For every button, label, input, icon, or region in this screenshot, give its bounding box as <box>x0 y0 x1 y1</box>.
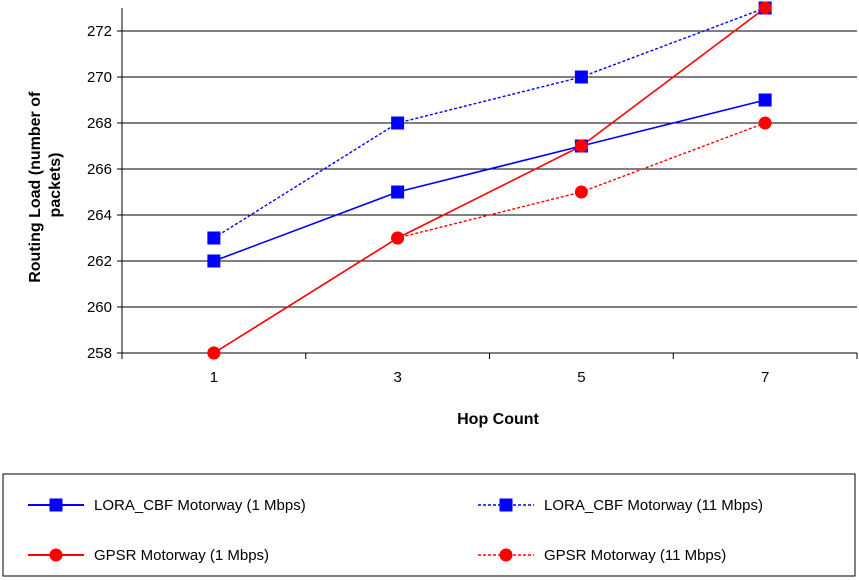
series-line-3 <box>213 7 766 354</box>
y-axis-title-line-2: packets) <box>47 153 64 218</box>
legend-swatch-marker <box>49 498 63 512</box>
series-line-4 <box>213 122 766 354</box>
x-tick-labels: 1 3 5 7 <box>210 369 770 386</box>
legend-label: GPSR Motorway (11 Mbps) <box>544 547 726 564</box>
legend-item-3: GPSR Motorway (1 Mbps) <box>28 547 269 564</box>
legend-swatch-marker <box>499 548 513 562</box>
y-tick-label: 264 <box>87 207 112 224</box>
series-4-point <box>391 231 405 245</box>
y-tick-label: 260 <box>87 299 112 316</box>
series-line-2 <box>213 7 766 239</box>
series-lines <box>213 7 766 354</box>
x-tick-label: 3 <box>393 369 401 386</box>
series-markers <box>207 1 772 360</box>
x-axis-title: Hop Count <box>457 411 539 428</box>
series-4-point <box>758 116 772 130</box>
series-line-1 <box>213 99 766 262</box>
y-tick-label: 266 <box>87 161 112 178</box>
legend-item-4: GPSR Motorway (11 Mbps) <box>478 547 726 564</box>
legend: LORA_CBF Motorway (1 Mbps) LORA_CBF Motor… <box>28 497 763 564</box>
legend-item-1: LORA_CBF Motorway (1 Mbps) <box>28 497 306 514</box>
axes <box>117 8 858 359</box>
y-tick-label: 262 <box>87 253 112 270</box>
y-tick-label: 258 <box>87 345 112 362</box>
y-tick-labels: 258 260 262 264 266 268 270 272 <box>87 23 112 362</box>
series-4-point <box>574 185 588 199</box>
legend-label: LORA_CBF Motorway (1 Mbps) <box>94 497 306 514</box>
series-3-point <box>758 1 772 15</box>
legend-label: LORA_CBF Motorway (11 Mbps) <box>544 497 763 514</box>
series-2-point <box>391 116 405 130</box>
y-tick-label: 270 <box>87 69 112 86</box>
series-1-point <box>207 254 221 268</box>
y-axis-title-line-1: Routing Load (number of <box>27 91 44 283</box>
x-tick-label: 7 <box>761 369 769 386</box>
series-1-point <box>758 93 772 107</box>
y-tick-label: 268 <box>87 115 112 132</box>
legend-box <box>2 473 856 577</box>
x-tick-label: 1 <box>210 369 218 386</box>
legend-item-2: LORA_CBF Motorway (11 Mbps) <box>478 497 763 514</box>
legend-swatch-marker <box>49 548 63 562</box>
y-axis-title: Routing Load (number of packets) <box>27 87 64 283</box>
series-2-point <box>574 70 588 84</box>
series-3-point <box>574 139 588 153</box>
svg-text:Routing Load (number of: Routing Load (number of packets) <box>27 87 64 283</box>
legend-label: GPSR Motorway (1 Mbps) <box>94 547 269 564</box>
series-2-point <box>207 231 221 245</box>
y-tick-label: 272 <box>87 23 112 40</box>
x-tick-label: 5 <box>577 369 585 386</box>
series-4-point <box>207 346 221 360</box>
series-1-point <box>391 185 405 199</box>
legend-swatch-marker <box>499 498 513 512</box>
